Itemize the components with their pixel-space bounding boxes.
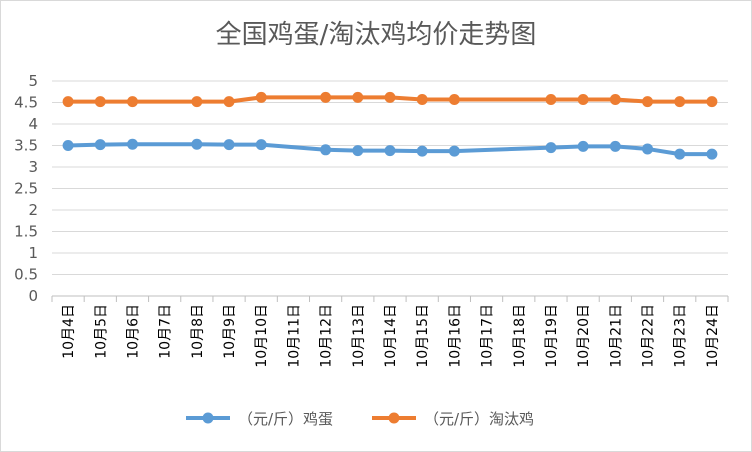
- x-tick-label: 10月16日: [447, 304, 463, 368]
- y-tick-label: 3: [28, 158, 38, 176]
- y-tick-label: 5: [28, 72, 38, 90]
- y-tick-label: 4.5: [14, 94, 38, 112]
- data-point: [416, 145, 428, 157]
- data-point: [62, 140, 74, 151]
- y-tick-label: 2: [28, 201, 38, 219]
- x-tick-label: 10月15日: [415, 304, 431, 368]
- legend-marker: [388, 412, 400, 424]
- data-point: [384, 145, 396, 157]
- y-tick-label: 0: [28, 287, 38, 305]
- x-tick-label: 10月7日: [158, 304, 174, 359]
- x-tick-label: 10月10日: [254, 304, 270, 368]
- legend-label: （元/斤）淘汰鸡: [424, 410, 534, 428]
- x-tick-label: 10月5日: [93, 304, 109, 359]
- data-point: [448, 145, 460, 157]
- y-tick-label: 4: [28, 115, 38, 133]
- data-point: [126, 138, 138, 150]
- data-point: [577, 140, 589, 152]
- y-tick-label: 3.5: [14, 137, 38, 155]
- data-point: [126, 96, 138, 108]
- x-tick-label: 10月17日: [480, 304, 496, 368]
- x-axis: 10月4日 10月5日 10月6日 10月7日 10月8日 10月9日 10月10日 10月1…: [51, 295, 729, 368]
- data-point: [609, 140, 621, 152]
- data-point: [674, 148, 686, 160]
- data-point: [416, 93, 428, 105]
- y-tick-label: 0.5: [14, 266, 38, 284]
- x-tick-label: 10月13日: [351, 304, 367, 368]
- data-point: [352, 145, 364, 157]
- data-point: [545, 93, 557, 105]
- data-point: [642, 143, 654, 155]
- data-point: [674, 96, 686, 108]
- chart-title: 全国鸡蛋/淘汰鸡均价走势图: [215, 20, 537, 50]
- x-tick-label: 10月19日: [544, 304, 560, 368]
- x-tick-label: 10月20日: [576, 304, 592, 368]
- data-point: [448, 93, 460, 105]
- data-point: [223, 96, 235, 108]
- y-tick-label: 1.5: [14, 223, 38, 241]
- data-point: [94, 139, 106, 151]
- data-point: [609, 93, 621, 105]
- x-tick-label: 10月11日: [286, 304, 302, 368]
- data-point: [706, 96, 718, 108]
- x-tick-label: 10月18日: [512, 304, 528, 368]
- data-point: [255, 91, 267, 103]
- data-point: [223, 139, 235, 151]
- legend-marker: [202, 412, 214, 424]
- data-point: [94, 96, 106, 108]
- x-tick-label: 10月4日: [61, 304, 77, 359]
- x-tick-label: 10月8日: [190, 304, 206, 359]
- x-tick-label: 10月24日: [705, 304, 721, 368]
- gridlines: [52, 80, 728, 297]
- x-tick-label: 10月9日: [222, 304, 238, 359]
- data-point: [191, 96, 203, 108]
- x-tick-label: 10月21日: [608, 304, 624, 368]
- x-tick-label: 10月14日: [383, 304, 399, 368]
- y-tick-label: 1: [28, 244, 38, 262]
- x-tick-label: 10月22日: [641, 304, 657, 368]
- data-point: [320, 91, 332, 103]
- legend: （元/斤）鸡蛋 （元/斤）淘汰鸡: [186, 410, 534, 428]
- data-point: [255, 139, 267, 151]
- data-point: [545, 142, 557, 154]
- legend-label: （元/斤）鸡蛋: [238, 410, 333, 428]
- data-point: [191, 138, 203, 150]
- data-point: [577, 93, 589, 105]
- data-point: [706, 148, 718, 160]
- series-layer: [62, 91, 718, 160]
- y-axis: 0 0.5 1 1.5 2 2.5 3 3.5 4 4.5 5: [14, 72, 38, 305]
- data-point: [352, 91, 364, 103]
- y-tick-label: 2.5: [14, 180, 38, 198]
- data-point: [320, 144, 332, 156]
- x-tick-label: 10月6日: [125, 304, 141, 359]
- data-point: [384, 91, 396, 103]
- x-tick-label: 10月23日: [673, 304, 689, 368]
- x-tick-label: 10月12日: [319, 304, 335, 368]
- data-point: [62, 96, 74, 108]
- data-point: [642, 96, 654, 108]
